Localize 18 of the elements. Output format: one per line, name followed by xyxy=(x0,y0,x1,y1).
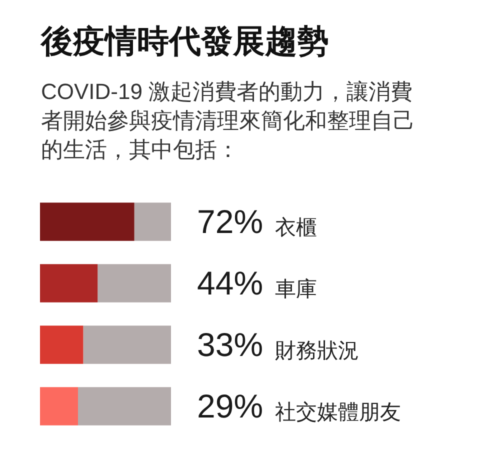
bar xyxy=(40,387,78,426)
data-label: 72% xyxy=(197,202,264,240)
data-label: 44% xyxy=(197,264,264,302)
data-label: 33% xyxy=(197,326,264,363)
bar xyxy=(134,202,171,241)
bar xyxy=(40,202,134,241)
y-tick-label: 財務狀況 xyxy=(275,340,359,363)
bar xyxy=(83,326,171,364)
bar xyxy=(78,387,171,426)
text: COVID-19 激起消費者的動力，讓消費者開始參與疫情清理來簡化和整理自己的生活，其中包括： xyxy=(41,78,416,164)
bar xyxy=(40,264,98,302)
chart-title: 後疫情時代發展趨勢 xyxy=(41,22,329,61)
y-tick-label: 車庫 xyxy=(275,278,317,302)
y-tick-label: 衣櫃 xyxy=(275,216,317,240)
data-label: 29% xyxy=(197,387,264,424)
y-tick-label: 社交媒體朋友 xyxy=(275,401,401,424)
bar xyxy=(40,326,84,364)
bar xyxy=(98,264,171,302)
